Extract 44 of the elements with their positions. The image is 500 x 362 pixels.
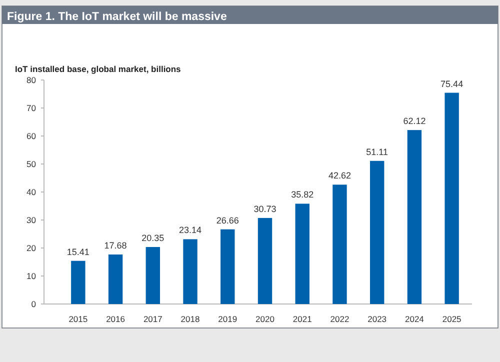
y-tick-label: 30 bbox=[26, 214, 36, 225]
data-label: 15.41 bbox=[66, 246, 90, 257]
data-label: 20.35 bbox=[142, 233, 164, 244]
data-label: 23.14 bbox=[179, 225, 202, 236]
chart-title: Figure 1. The IoT market will be massive bbox=[7, 11, 227, 23]
bar bbox=[370, 160, 384, 304]
bar bbox=[444, 92, 459, 304]
bar bbox=[407, 130, 422, 304]
x-tick-label: 2018 bbox=[180, 314, 200, 324]
x-tick-label: 2021 bbox=[292, 314, 312, 324]
y-tick-label: 50 bbox=[26, 158, 36, 169]
x-tick-label: 2022 bbox=[330, 314, 350, 324]
x-tick-label: 2023 bbox=[368, 314, 387, 324]
data-label: 42.62 bbox=[328, 170, 351, 181]
y-tick-label: 40 bbox=[26, 186, 36, 197]
data-label: 26.66 bbox=[216, 215, 239, 226]
data-label: 17.68 bbox=[104, 240, 127, 250]
data-label: 51.11 bbox=[366, 146, 388, 157]
x-tick-label: 2024 bbox=[405, 314, 424, 324]
x-tick-label: 2020 bbox=[256, 314, 275, 324]
data-label: 35.82 bbox=[291, 190, 314, 200]
data-label: 75.44 bbox=[440, 78, 464, 89]
bar bbox=[71, 260, 86, 304]
y-tick-label: 70 bbox=[26, 102, 36, 113]
bar bbox=[220, 229, 235, 304]
data-label: 30.73 bbox=[254, 204, 276, 214]
x-tick-label: 2015 bbox=[68, 314, 88, 324]
x-tick-label: 2017 bbox=[143, 314, 163, 324]
data-label: 62.12 bbox=[403, 116, 426, 126]
chart-subtitle: IoT installed base, global market, billions bbox=[15, 64, 182, 74]
bar bbox=[183, 239, 198, 304]
x-tick-label: 2019 bbox=[218, 314, 238, 324]
x-tick-label: 2016 bbox=[106, 314, 126, 324]
bar bbox=[108, 254, 123, 304]
y-tick-label: 80 bbox=[26, 74, 36, 85]
bar bbox=[332, 184, 347, 304]
y-tick-label: 60 bbox=[26, 130, 36, 141]
y-tick-label: 10 bbox=[26, 270, 36, 281]
x-tick-label: 2025 bbox=[442, 314, 462, 324]
y-tick-label: 0 bbox=[31, 298, 36, 309]
y-tick-label: 20 bbox=[26, 242, 36, 253]
bar bbox=[146, 247, 160, 304]
bar bbox=[295, 204, 310, 304]
bar bbox=[258, 218, 272, 304]
